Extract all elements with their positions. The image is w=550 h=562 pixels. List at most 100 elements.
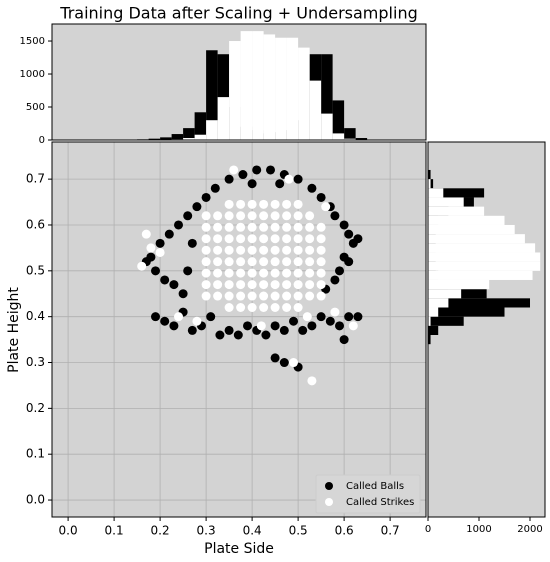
point xyxy=(169,280,179,290)
axes-frame xyxy=(427,141,546,518)
y-tick-label: 500 xyxy=(26,102,45,113)
point xyxy=(201,280,211,290)
point xyxy=(160,275,170,285)
point xyxy=(247,280,257,290)
point xyxy=(229,165,239,175)
point xyxy=(215,330,225,340)
point xyxy=(266,165,276,175)
hist-bar xyxy=(428,197,464,207)
point xyxy=(141,229,151,239)
point xyxy=(247,257,257,267)
point xyxy=(335,266,345,276)
hist-bar xyxy=(428,298,531,308)
point xyxy=(305,222,315,232)
point xyxy=(183,266,193,276)
hist-bar xyxy=(332,133,345,140)
hist-bar xyxy=(263,34,276,140)
hist-bar xyxy=(428,224,515,235)
point xyxy=(236,211,246,221)
hist-bar xyxy=(160,137,172,140)
point xyxy=(247,179,257,189)
point xyxy=(270,199,280,209)
hist-bar xyxy=(344,128,356,140)
point xyxy=(236,199,246,209)
hist-bar xyxy=(428,270,533,280)
hist-bar xyxy=(428,279,490,290)
point xyxy=(247,199,257,209)
point xyxy=(236,302,246,312)
point xyxy=(316,257,326,267)
point xyxy=(270,291,280,301)
point xyxy=(293,234,303,244)
point xyxy=(224,211,234,221)
point xyxy=(187,238,197,248)
hist-bar xyxy=(252,31,264,140)
point xyxy=(330,307,340,317)
point xyxy=(201,234,211,244)
hist-bar xyxy=(428,206,485,216)
x-tick-label: 0.2 xyxy=(151,524,170,538)
point xyxy=(293,280,303,290)
x-tick-label: 0.6 xyxy=(335,524,354,538)
point xyxy=(259,234,269,244)
point xyxy=(155,247,165,257)
point xyxy=(316,245,326,255)
point xyxy=(307,183,317,193)
point xyxy=(213,291,223,301)
hist-bar xyxy=(309,80,322,140)
point xyxy=(174,220,184,230)
point xyxy=(282,291,292,301)
y-tick-label: 0.3 xyxy=(26,355,45,369)
x-tick-label: 0.1 xyxy=(105,524,124,538)
hist-bar xyxy=(428,316,431,326)
point xyxy=(279,358,289,368)
hist-bar xyxy=(183,128,195,140)
point xyxy=(224,325,234,335)
hist-bar xyxy=(428,243,536,253)
hist-bar xyxy=(428,261,541,271)
point xyxy=(187,325,197,335)
y-tick-label: 0.7 xyxy=(26,172,45,186)
point xyxy=(259,280,269,290)
hist-bar xyxy=(428,298,449,308)
plot-area xyxy=(52,142,426,517)
point xyxy=(282,211,292,221)
point xyxy=(236,245,246,255)
point xyxy=(316,291,326,301)
point xyxy=(261,330,271,340)
point xyxy=(201,222,211,232)
point xyxy=(238,170,248,180)
x-axis-label: Plate Side xyxy=(204,541,274,557)
x-tick-label: 0.0 xyxy=(59,524,78,538)
point xyxy=(259,302,269,312)
point xyxy=(224,174,234,184)
point xyxy=(178,289,188,299)
hist-bar xyxy=(428,234,525,244)
point xyxy=(213,211,223,221)
point xyxy=(224,234,234,244)
legend-marker xyxy=(325,498,333,506)
point xyxy=(293,245,303,255)
point xyxy=(307,376,317,386)
hist-bar xyxy=(428,325,439,336)
point xyxy=(282,245,292,255)
hist-bar xyxy=(332,100,345,140)
hist-bar xyxy=(428,307,505,317)
point xyxy=(282,257,292,267)
point xyxy=(247,222,257,232)
point xyxy=(353,312,363,322)
y-tick-label: 0 xyxy=(39,135,45,146)
point xyxy=(259,199,269,209)
point xyxy=(201,211,211,221)
point xyxy=(164,229,174,239)
y-axis-label: Plate Height xyxy=(6,287,22,373)
point xyxy=(316,268,326,278)
hist-bar xyxy=(286,37,299,140)
point xyxy=(289,358,299,368)
point xyxy=(213,234,223,244)
point xyxy=(259,268,269,278)
point xyxy=(307,321,317,331)
point xyxy=(325,316,335,326)
point xyxy=(201,245,211,255)
